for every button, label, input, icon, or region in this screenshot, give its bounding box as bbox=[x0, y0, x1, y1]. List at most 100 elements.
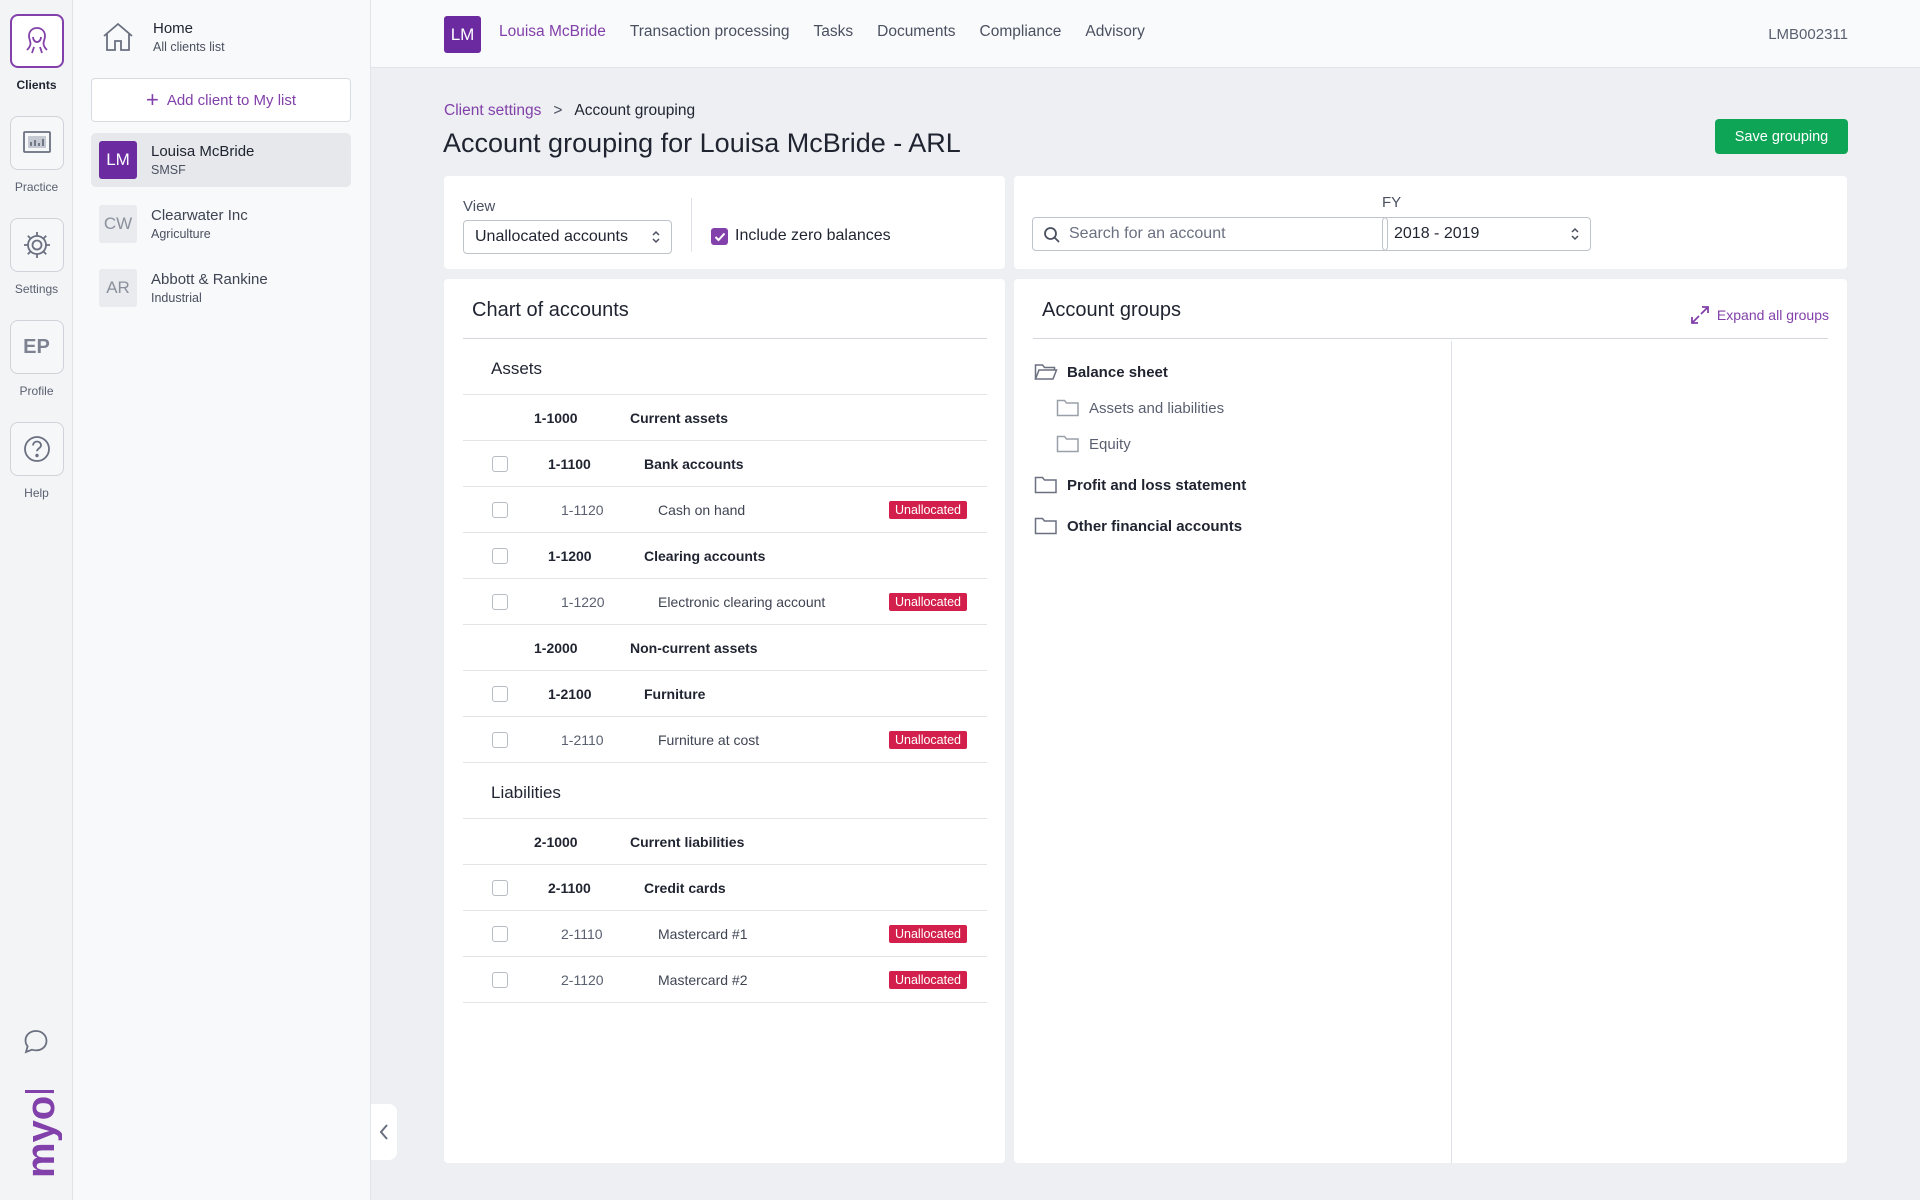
rail-item-help[interactable]: Help bbox=[0, 422, 73, 500]
page-title: Account grouping for Louisa McBride - AR… bbox=[443, 128, 961, 158]
rail-item-settings[interactable]: Settings bbox=[0, 218, 73, 296]
rail-item-profile[interactable]: EP Profile bbox=[0, 320, 73, 398]
account-code: 1-1200 bbox=[548, 548, 592, 564]
folder-open-icon bbox=[1034, 364, 1058, 380]
account-groups-card: Account groups Expand all groups Balance… bbox=[1014, 279, 1847, 1163]
select-arrows-icon bbox=[652, 230, 660, 244]
nav-transaction-processing[interactable]: Transaction processing bbox=[629, 23, 790, 40]
client-name: Abbott & Rankine bbox=[151, 271, 268, 288]
fy-select-value: 2018 - 2019 bbox=[1394, 225, 1480, 242]
avatar: CW bbox=[99, 205, 137, 243]
home-link[interactable]: Home All clients list bbox=[101, 20, 225, 54]
group-other-financial-accounts[interactable]: Other financial accounts bbox=[1034, 516, 1242, 536]
breadcrumb-current: Account grouping bbox=[574, 102, 696, 119]
nav-advisory[interactable]: Advisory bbox=[1085, 23, 1145, 40]
expand-all-groups-button[interactable]: Expand all groups bbox=[1690, 305, 1829, 325]
folder-icon bbox=[1056, 399, 1079, 417]
accounts-table: Assets 1-1000 Current assets 1-1100 Bank… bbox=[463, 339, 987, 1003]
breadcrumb-client-settings[interactable]: Client settings bbox=[444, 102, 542, 119]
table-row: 2-1110 Mastercard #1 Unallocated bbox=[463, 911, 987, 957]
row-checkbox[interactable] bbox=[492, 686, 508, 702]
view-select[interactable]: Unallocated accounts bbox=[463, 220, 672, 254]
table-row: 1-1100 Bank accounts bbox=[463, 441, 987, 487]
filter-divider bbox=[691, 198, 692, 252]
account-code: 1-2000 bbox=[534, 640, 578, 656]
account-code: 1-1120 bbox=[561, 502, 604, 518]
fy-label: FY bbox=[1382, 194, 1402, 211]
expand-all-label: Expand all groups bbox=[1716, 307, 1829, 323]
group-equity[interactable]: Equity bbox=[1056, 434, 1131, 454]
breadcrumb: Client settings > Account grouping bbox=[444, 102, 695, 120]
search-placeholder: Search for an account bbox=[1069, 225, 1226, 242]
rail-label-help: Help bbox=[24, 486, 49, 500]
client-item-abbott-rankine[interactable]: AR Abbott & Rankine Industrial bbox=[91, 261, 351, 315]
unallocated-badge: Unallocated bbox=[888, 925, 967, 943]
group-balance-sheet[interactable]: Balance sheet bbox=[1034, 362, 1168, 382]
breadcrumb-separator: > bbox=[553, 102, 563, 119]
nav-compliance[interactable]: Compliance bbox=[979, 23, 1062, 40]
table-row: 1-2100 Furniture bbox=[463, 671, 987, 717]
fy-select[interactable]: 2018 - 2019 bbox=[1382, 217, 1591, 251]
group-label: Equity bbox=[1089, 435, 1131, 453]
svg-text:myob: myob bbox=[19, 1090, 62, 1178]
search-account-input[interactable]: Search for an account bbox=[1032, 217, 1388, 251]
account-name: Current liabilities bbox=[630, 834, 745, 850]
unallocated-badge: Unallocated bbox=[888, 731, 967, 749]
rail-label-clients: Clients bbox=[16, 78, 57, 92]
rail-item-clients[interactable]: Clients bbox=[0, 14, 73, 92]
group-label: Profit and loss statement bbox=[1067, 476, 1247, 494]
collapse-panel-button[interactable] bbox=[371, 1104, 397, 1160]
account-name: Credit cards bbox=[644, 880, 726, 896]
account-name: Furniture bbox=[644, 686, 706, 702]
save-grouping-button[interactable]: Save grouping bbox=[1715, 119, 1848, 154]
section-label: Assets bbox=[491, 359, 543, 378]
search-icon bbox=[1044, 227, 1060, 243]
account-groups-title: Account groups bbox=[1042, 299, 1181, 321]
rail-item-practice[interactable]: Practice bbox=[0, 116, 73, 194]
include-zero-checkbox[interactable] bbox=[711, 228, 728, 245]
select-arrows-icon bbox=[1571, 227, 1579, 241]
client-code: LMB002311 bbox=[1768, 26, 1848, 43]
expand-icon bbox=[1691, 306, 1709, 324]
nav-tasks[interactable]: Tasks bbox=[813, 23, 854, 40]
left-rail: Clients Practice Settings EP Profile bbox=[0, 0, 73, 1200]
table-row: 1-1120 Cash on hand Unallocated bbox=[463, 487, 987, 533]
row-checkbox[interactable] bbox=[492, 502, 508, 518]
row-checkbox[interactable] bbox=[492, 926, 508, 942]
folder-icon bbox=[1034, 476, 1057, 494]
table-row: 1-2110 Furniture at cost Unallocated bbox=[463, 717, 987, 763]
group-profit-and-loss[interactable]: Profit and loss statement bbox=[1034, 475, 1246, 495]
chat-icon[interactable] bbox=[22, 1028, 50, 1061]
account-name: Bank accounts bbox=[644, 456, 744, 472]
group-assets-and-liabilities[interactable]: Assets and liabilities bbox=[1056, 398, 1224, 418]
row-checkbox[interactable] bbox=[492, 732, 508, 748]
row-checkbox[interactable] bbox=[492, 972, 508, 988]
client-panel: Home All clients list + Add client to My… bbox=[73, 0, 371, 1200]
account-name: Mastercard #1 bbox=[658, 926, 748, 942]
row-checkbox[interactable] bbox=[492, 594, 508, 610]
account-name: Clearing accounts bbox=[644, 548, 766, 564]
add-client-label: Add client to My list bbox=[166, 91, 297, 109]
client-avatar: LM bbox=[444, 16, 481, 53]
account-code: 1-1100 bbox=[548, 456, 591, 472]
add-client-button[interactable]: + Add client to My list bbox=[91, 78, 351, 122]
client-nav: Louisa McBride Transaction processing Ta… bbox=[499, 23, 1169, 41]
row-checkbox[interactable] bbox=[492, 548, 508, 564]
chevron-left-icon bbox=[379, 1124, 388, 1140]
nav-client-name[interactable]: Louisa McBride bbox=[499, 23, 606, 40]
table-row: 2-1100 Credit cards bbox=[463, 865, 987, 911]
client-item-louisa-mcbride[interactable]: LM Louisa McBride SMSF bbox=[91, 133, 351, 187]
section-row-assets: Assets bbox=[463, 339, 987, 395]
folder-icon bbox=[1034, 517, 1057, 535]
include-zero-label: Include zero balances bbox=[735, 227, 891, 244]
account-name: Mastercard #2 bbox=[658, 972, 748, 988]
row-checkbox[interactable] bbox=[492, 456, 508, 472]
unallocated-badge: Unallocated bbox=[888, 971, 967, 989]
account-code: 2-1000 bbox=[534, 834, 578, 850]
client-item-clearwater[interactable]: CW Clearwater Inc Agriculture bbox=[91, 197, 351, 251]
row-checkbox[interactable] bbox=[492, 880, 508, 896]
nav-documents[interactable]: Documents bbox=[877, 23, 956, 40]
client-type: SMSF bbox=[151, 163, 186, 177]
myob-logo: myob bbox=[10, 1071, 63, 1180]
home-title: Home bbox=[153, 20, 194, 37]
